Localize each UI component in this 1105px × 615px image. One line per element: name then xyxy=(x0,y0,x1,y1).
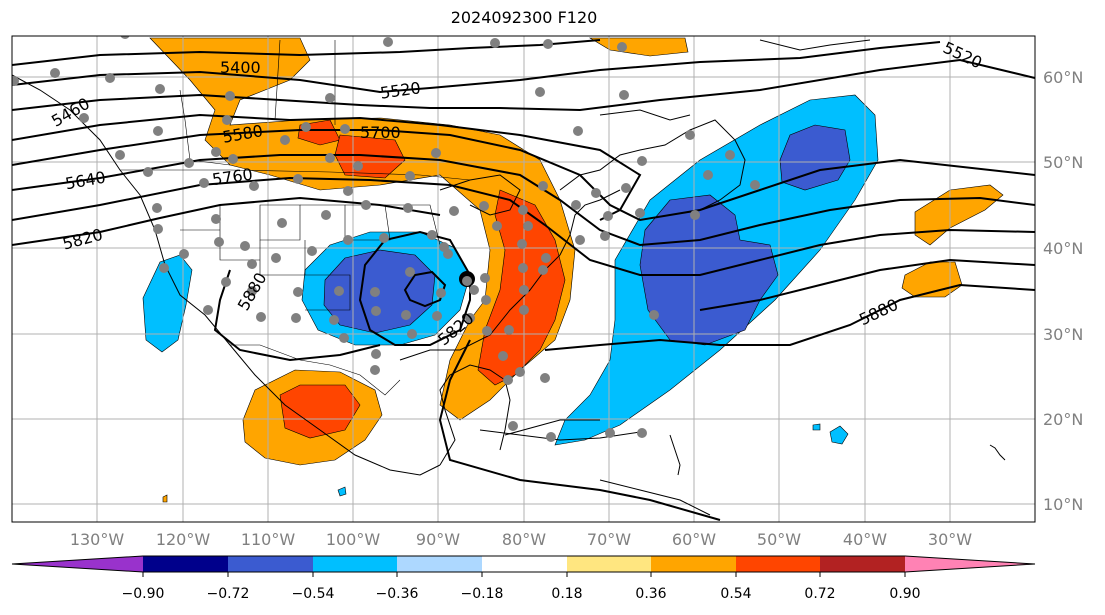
colorbar-tick-label: −0.90 xyxy=(122,586,165,602)
station-markers xyxy=(12,36,760,442)
longitude-label: 30°W xyxy=(928,530,972,549)
contour-label: 5760 xyxy=(211,165,254,189)
longitude-label: 60°W xyxy=(672,530,716,549)
colorbar-segment xyxy=(736,556,820,572)
longitude-labels: 130°W 120°W 110°W 100°W 90°W 80°W 70°W 6… xyxy=(70,530,972,549)
colorbar-segment xyxy=(905,556,1035,572)
latitude-label: 60°N xyxy=(1043,68,1083,87)
colorbar-segment xyxy=(397,556,482,572)
colorbar-segment xyxy=(228,556,313,572)
political-borders xyxy=(120,39,471,396)
colorbar-tick-label: 0.36 xyxy=(635,586,666,602)
colorbar-tick-label: −0.54 xyxy=(292,586,335,602)
longitude-label: 90°W xyxy=(416,530,460,549)
latitude-label: 30°N xyxy=(1043,325,1083,344)
longitude-label: 100°W xyxy=(326,530,381,549)
latitude-label: 10°N xyxy=(1043,495,1083,514)
height-contours xyxy=(12,39,1035,521)
colorbar-segment xyxy=(143,556,228,572)
map-plot-area: 5400 5520 5520 5580 5640 5700 5760 5820 … xyxy=(12,36,1035,522)
colorbar-segment xyxy=(651,556,736,572)
colorbar-segment xyxy=(820,556,905,572)
contour-label: 5520 xyxy=(379,78,422,102)
colorbar-tick-label: −0.18 xyxy=(461,586,504,602)
colorbar-segment xyxy=(567,556,651,572)
contour-label: 5520 xyxy=(940,38,985,72)
latitude-labels: 10°N 20°N 30°N 40°N 50°N 60°N xyxy=(1043,68,1083,514)
colorbar-segment xyxy=(313,556,397,572)
longitude-label: 40°W xyxy=(843,530,887,549)
longitude-label: 110°W xyxy=(241,530,296,549)
highlighted-station xyxy=(459,271,475,287)
latitude-label: 40°N xyxy=(1043,239,1083,258)
contour-label: 5400 xyxy=(220,58,261,77)
colorbar-tick-label: 0.72 xyxy=(804,586,835,602)
map-frame xyxy=(11,35,1036,523)
contour-label: 5880 xyxy=(856,295,901,329)
colorbar-segment xyxy=(482,556,567,572)
contour-label: 5700 xyxy=(360,123,401,142)
longitude-label: 50°W xyxy=(757,530,801,549)
longitude-label: 120°W xyxy=(156,530,211,549)
latitude-label: 50°N xyxy=(1043,153,1083,172)
contour-label: 5640 xyxy=(64,168,107,194)
colorbar-tick-label: 0.18 xyxy=(551,586,582,602)
colorbar-segment xyxy=(12,556,143,572)
longitude-label: 80°W xyxy=(502,530,546,549)
colorbar-tick-label: 0.54 xyxy=(720,586,751,602)
longitude-label: 130°W xyxy=(70,530,125,549)
colorbar-tick-label: −0.72 xyxy=(207,586,250,602)
colorbar: −0.90 −0.72 −0.54 −0.36 −0.18 0.18 0.36 … xyxy=(11,555,1036,602)
map-title: 2024092300 F120 xyxy=(450,8,598,27)
contour-label: 5820 xyxy=(60,225,104,254)
colorbar-tick-label: 0.90 xyxy=(889,586,920,602)
contour-label: 5880 xyxy=(234,269,271,314)
longitude-label: 70°W xyxy=(587,530,631,549)
latitude-label: 20°N xyxy=(1043,410,1083,429)
colorbar-tick-label: −0.36 xyxy=(376,586,419,602)
